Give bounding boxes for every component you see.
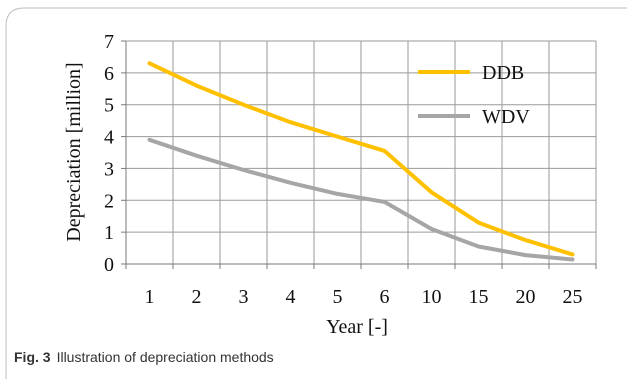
x-tick-label: 1 — [145, 286, 155, 308]
y-tick-label: 0 — [104, 254, 114, 276]
grid-lines — [126, 40, 597, 264]
x-tick-label: 10 — [422, 286, 442, 308]
y-axis-label: Depreciation [million] — [63, 62, 85, 241]
x-tick-label: 15 — [469, 286, 489, 308]
x-tick-label: 20 — [516, 286, 536, 308]
x-tick-label: 5 — [333, 286, 343, 308]
legend: DDB WDV — [418, 62, 530, 128]
x-tick-label: 25 — [563, 286, 583, 308]
y-tick-label: 4 — [104, 127, 114, 149]
axes — [121, 40, 597, 269]
x-tick-labels: 1 2 3 4 5 6 10 15 20 25 — [145, 286, 583, 308]
x-tick-label: 4 — [286, 286, 296, 308]
x-tick-label: 6 — [380, 286, 390, 308]
line-chart: 0 1 2 3 4 5 6 7 1 2 3 4 5 6 10 15 20 25 DDB WDV Depreciat… — [63, 31, 597, 338]
y-tick-label: 2 — [104, 190, 114, 212]
x-tick-label: 3 — [239, 286, 249, 308]
legend-label-ddb: DDB — [482, 62, 524, 84]
figure-label: Fig. 3 — [14, 349, 51, 365]
series-line-ddb — [147, 61, 575, 257]
y-tick-label: 7 — [104, 31, 114, 53]
x-tick-label: 2 — [192, 286, 202, 308]
x-axis-label: Year [-] — [326, 316, 388, 338]
y-tick-labels: 0 1 2 3 4 5 6 7 — [104, 31, 114, 276]
series-line-wdv — [147, 137, 575, 262]
figure-caption-text: Illustration of depreciation methods — [56, 349, 274, 365]
y-tick-label: 6 — [104, 63, 114, 85]
figure-caption: Fig. 3 Illustration of depreciation metho… — [14, 349, 274, 365]
series-lines — [147, 61, 575, 262]
y-tick-label: 1 — [104, 222, 114, 244]
y-tick-label: 5 — [104, 95, 114, 117]
legend-label-wdv: WDV — [482, 106, 530, 128]
y-tick-label: 3 — [104, 158, 114, 180]
